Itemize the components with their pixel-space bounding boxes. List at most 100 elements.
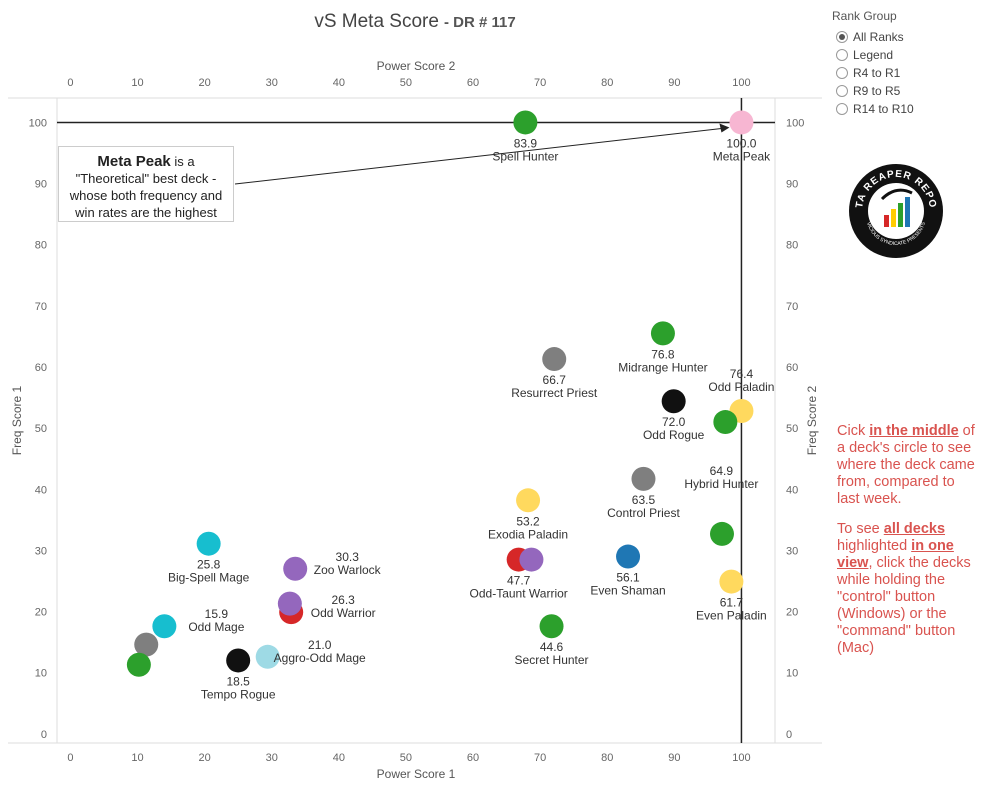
deck-point bbox=[516, 488, 541, 513]
deck-score-label: 72.0 bbox=[662, 415, 686, 429]
radio-icon[interactable] bbox=[836, 103, 848, 115]
deck-name-label: Control Priest bbox=[607, 506, 680, 520]
deck-score-label: 76.4 bbox=[730, 367, 754, 381]
x-axis-label-bottom: Power Score 1 bbox=[377, 767, 456, 781]
rank-option-label: R14 to R10 bbox=[853, 102, 914, 116]
rank-option-label: Legend bbox=[853, 48, 894, 62]
x-tick-top: 70 bbox=[534, 77, 546, 89]
deck-score-label: 76.8 bbox=[651, 347, 675, 361]
y-tick-left: 20 bbox=[35, 607, 47, 619]
callout-bold: Meta Peak bbox=[97, 153, 171, 170]
y-tick-left: 80 bbox=[35, 240, 47, 252]
note-text: highlighted bbox=[837, 538, 912, 554]
rank-option-label: R4 to R1 bbox=[853, 66, 901, 80]
y-tick-left: 30 bbox=[35, 545, 47, 557]
note-emphasis: all decks bbox=[883, 521, 946, 537]
deck-point bbox=[719, 569, 744, 594]
radio-selected-icon[interactable] bbox=[836, 31, 848, 43]
deck-name-label: Meta Peak bbox=[713, 149, 771, 163]
y-axis-label-left: Freq Score 1 bbox=[10, 385, 24, 455]
x-tick-top: 80 bbox=[601, 77, 613, 89]
deck-name-label: Big-Spell Mage bbox=[168, 571, 250, 585]
note-text: To see bbox=[837, 521, 884, 537]
callout-arrow-line bbox=[234, 127, 722, 185]
y-tick-left: 90 bbox=[35, 179, 47, 191]
deck-name-label: Midrange Hunter bbox=[618, 360, 707, 374]
x-tick-top: 0 bbox=[67, 77, 73, 89]
deck-name-label: Secret Hunter bbox=[515, 653, 589, 667]
x-tick-bottom: 20 bbox=[199, 752, 211, 764]
y-tick-left: 40 bbox=[35, 484, 47, 496]
deck-name-label: Even Paladin bbox=[696, 609, 767, 623]
deck-point bbox=[226, 648, 251, 673]
deck-score-label: 56.1 bbox=[616, 571, 640, 585]
y-tick-right: 90 bbox=[786, 179, 798, 191]
deck-score-label: 25.8 bbox=[197, 558, 221, 572]
rank-group-title: Rank Group bbox=[832, 9, 897, 23]
x-tick-bottom: 80 bbox=[601, 752, 613, 764]
deck-score-label: 47.7 bbox=[507, 574, 531, 588]
y-tick-left: 70 bbox=[35, 301, 47, 313]
deck-point bbox=[661, 389, 686, 414]
y-tick-right: 10 bbox=[786, 668, 798, 680]
deck-name-label: Hybrid Hunter bbox=[684, 477, 758, 491]
deck-point bbox=[713, 410, 738, 435]
y-tick-right: 30 bbox=[786, 545, 798, 557]
x-tick-bottom: 10 bbox=[131, 752, 143, 764]
x-tick-top: 90 bbox=[668, 77, 680, 89]
note-text: Cick bbox=[837, 423, 870, 439]
rank-group-filter: Rank Group All Ranks Legend R4 to R1 R9 … bbox=[832, 9, 914, 118]
rank-option-r9-r5[interactable]: R9 to R5 bbox=[832, 82, 914, 100]
deck-point bbox=[631, 466, 656, 491]
data-reaper-report-logo: DATA REAPER REPORT VICIOUS SYNDICATE PRE… bbox=[848, 163, 943, 258]
rank-option-r4-r1[interactable]: R4 to R1 bbox=[832, 64, 914, 82]
x-tick-bottom: 40 bbox=[333, 752, 345, 764]
deck-name-label: Zoo Warlock bbox=[314, 563, 382, 577]
deck-name-label: Odd Rogue bbox=[643, 428, 705, 442]
scatter-plot: 0 0 10 10 20 20 30 30 40 40 50 50 60 60 70 70 80 80 90 90 10… bbox=[8, 59, 822, 781]
rank-option-r14-r10[interactable]: R14 to R10 bbox=[832, 100, 914, 118]
x-tick-bottom: 50 bbox=[400, 752, 412, 764]
radio-icon[interactable] bbox=[836, 67, 848, 79]
deck-name-label: Tempo Rogue bbox=[201, 687, 276, 701]
deck-name-label: Odd Warrior bbox=[311, 606, 376, 620]
deck-point bbox=[519, 547, 544, 572]
chart-title: vS Meta Score - DR # 117 bbox=[0, 11, 830, 33]
deck-score-label: 61.7 bbox=[720, 596, 744, 610]
radio-icon[interactable] bbox=[836, 85, 848, 97]
x-axis-label-top: Power Score 2 bbox=[377, 59, 456, 73]
y-tick-right: 70 bbox=[786, 301, 798, 313]
deck-name-label: Odd-Taunt Warrior bbox=[470, 587, 568, 601]
chart-title-sub: - DR # 117 bbox=[443, 14, 516, 31]
deck-score-label: 15.9 bbox=[205, 607, 229, 621]
chart-title-main: vS Meta Score bbox=[314, 11, 439, 32]
deck-score-label: 100.0 bbox=[726, 136, 756, 150]
y-tick-left: 100 bbox=[29, 117, 47, 129]
deck-score-label: 64.9 bbox=[710, 464, 734, 478]
deck-score-label: 66.7 bbox=[543, 373, 567, 387]
x-tick-bottom: 70 bbox=[534, 752, 546, 764]
deck-score-label: 83.9 bbox=[514, 136, 538, 150]
note-emphasis: in one view bbox=[837, 538, 954, 571]
rank-option-all-ranks[interactable]: All Ranks bbox=[832, 28, 914, 46]
x-tick-top: 20 bbox=[199, 77, 211, 89]
deck-point bbox=[196, 531, 221, 556]
note-emphasis: in the middle bbox=[869, 423, 959, 439]
y-tick-right: 0 bbox=[786, 729, 792, 741]
callout-line-4: win rates are the highest bbox=[75, 205, 217, 220]
y-tick-left: 10 bbox=[35, 668, 47, 680]
x-tick-top: 100 bbox=[732, 77, 750, 89]
rank-option-legend[interactable]: Legend bbox=[832, 46, 914, 64]
deck-score-label: 21.0 bbox=[308, 638, 332, 652]
y-tick-right: 60 bbox=[786, 362, 798, 374]
deck-point bbox=[134, 632, 159, 657]
meta-peak-callout: Meta Peak is a "Theoretical" best deck -… bbox=[58, 146, 234, 222]
x-tick-top: 50 bbox=[400, 77, 412, 89]
y-tick-right: 100 bbox=[786, 117, 804, 129]
radio-icon[interactable] bbox=[836, 49, 848, 61]
deck-point bbox=[277, 591, 302, 616]
rank-option-label: All Ranks bbox=[853, 30, 904, 44]
x-tick-bottom: 30 bbox=[266, 752, 278, 764]
y-tick-left: 60 bbox=[35, 362, 47, 374]
deck-point bbox=[709, 521, 734, 546]
